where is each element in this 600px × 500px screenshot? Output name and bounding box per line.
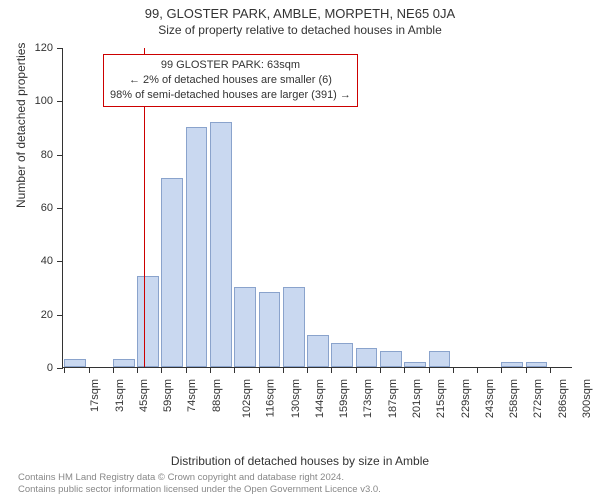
bar — [113, 359, 135, 367]
bar — [429, 351, 451, 367]
y-tick-label: 20 — [41, 309, 53, 321]
annotation-line3: 98% of semi-detached houses are larger (… — [110, 88, 351, 103]
x-tick-label: 201sqm — [411, 379, 423, 418]
x-tick — [113, 367, 114, 373]
y-tick — [57, 368, 63, 369]
x-tick — [64, 367, 65, 373]
annotation-line1: 99 GLOSTER PARK: 63sqm — [110, 58, 351, 73]
x-tick-label: 17sqm — [89, 379, 101, 412]
footer-line1: Contains HM Land Registry data © Crown c… — [18, 472, 381, 484]
x-axis-title: Distribution of detached houses by size … — [0, 454, 600, 468]
bar — [307, 335, 329, 367]
x-tick-label: 272sqm — [532, 379, 544, 418]
chart-container: 99, GLOSTER PARK, AMBLE, MORPETH, NE65 0… — [0, 0, 600, 500]
y-tick — [57, 208, 63, 209]
y-tick — [57, 155, 63, 156]
x-tick — [331, 367, 332, 373]
chart-title: 99, GLOSTER PARK, AMBLE, MORPETH, NE65 0… — [0, 0, 600, 21]
x-tick-label: 159sqm — [338, 379, 350, 418]
bar — [161, 178, 183, 367]
x-tick-label: 74sqm — [186, 379, 198, 412]
bar — [331, 343, 353, 367]
y-tick — [57, 101, 63, 102]
x-tick — [186, 367, 187, 373]
bar — [234, 287, 256, 367]
bar — [259, 292, 281, 367]
bar — [356, 348, 378, 367]
y-tick-label: 80 — [41, 149, 53, 161]
bar — [501, 362, 523, 367]
bar — [210, 122, 232, 367]
x-tick-label: 130sqm — [290, 379, 302, 418]
bar — [137, 276, 159, 367]
y-tick — [57, 261, 63, 262]
x-tick — [259, 367, 260, 373]
x-tick-label: 229sqm — [460, 379, 472, 418]
x-tick — [307, 367, 308, 373]
x-tick-label: 144sqm — [314, 379, 326, 418]
x-tick — [210, 367, 211, 373]
x-tick — [137, 367, 138, 373]
x-tick-label: 116sqm — [265, 379, 277, 417]
x-tick-label: 187sqm — [387, 379, 399, 418]
x-tick — [89, 367, 90, 373]
x-tick — [356, 367, 357, 373]
y-tick — [57, 48, 63, 49]
y-tick-label: 0 — [47, 362, 53, 374]
x-tick — [380, 367, 381, 373]
x-tick — [404, 367, 405, 373]
y-tick-label: 120 — [35, 42, 53, 54]
y-tick-label: 60 — [41, 202, 53, 214]
annotation-line2: ← 2% of detached houses are smaller (6) — [110, 73, 351, 88]
footer-attribution: Contains HM Land Registry data © Crown c… — [18, 472, 381, 496]
x-tick-label: 102sqm — [241, 379, 253, 418]
x-tick-label: 88sqm — [211, 379, 223, 412]
x-tick-label: 45sqm — [138, 379, 150, 412]
annotation-box: 99 GLOSTER PARK: 63sqm← 2% of detached h… — [103, 54, 358, 107]
x-tick — [477, 367, 478, 373]
bar — [404, 362, 426, 367]
y-tick — [57, 315, 63, 316]
y-axis-title: Number of detached properties — [14, 43, 28, 208]
bar — [380, 351, 402, 367]
x-tick — [234, 367, 235, 373]
x-tick — [501, 367, 502, 373]
x-tick-label: 215sqm — [435, 379, 447, 418]
x-tick — [429, 367, 430, 373]
x-tick-label: 286sqm — [557, 379, 569, 418]
x-tick-label: 300sqm — [581, 379, 593, 418]
x-tick — [161, 367, 162, 373]
chart-subtitle: Size of property relative to detached ho… — [0, 21, 600, 37]
footer-line2: Contains public sector information licen… — [18, 484, 381, 496]
x-tick — [453, 367, 454, 373]
plot-wrap: 02040608010012017sqm31sqm45sqm59sqm74sqm… — [62, 48, 572, 408]
bar — [64, 359, 86, 367]
x-tick-label: 258sqm — [508, 379, 520, 418]
bar — [283, 287, 305, 367]
y-tick-label: 40 — [41, 255, 53, 267]
x-tick-label: 243sqm — [484, 379, 496, 418]
x-tick — [526, 367, 527, 373]
plot-area: 02040608010012017sqm31sqm45sqm59sqm74sqm… — [62, 48, 572, 368]
x-tick-label: 31sqm — [114, 379, 126, 412]
x-tick — [550, 367, 551, 373]
bar — [526, 362, 548, 367]
x-tick-label: 59sqm — [162, 379, 174, 412]
x-tick — [283, 367, 284, 373]
y-tick-label: 100 — [35, 95, 53, 107]
x-tick-label: 173sqm — [362, 379, 374, 418]
bar — [186, 127, 208, 367]
